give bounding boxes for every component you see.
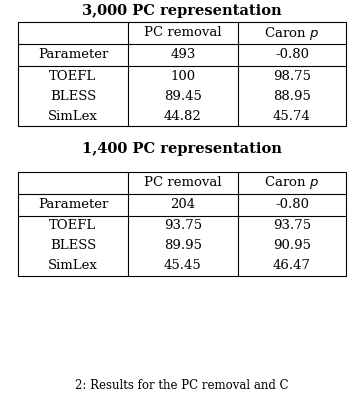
Text: TOEFL: TOEFL [49, 70, 96, 82]
Text: Caron $p$: Caron $p$ [264, 174, 319, 191]
Text: BLESS: BLESS [50, 239, 96, 252]
Text: 2: Results for the PC removal and C: 2: Results for the PC removal and C [75, 379, 289, 392]
Text: 93.75: 93.75 [164, 219, 202, 232]
Text: 89.95: 89.95 [164, 239, 202, 252]
Text: 45.74: 45.74 [273, 110, 311, 122]
Bar [18, 22, 346, 126]
Text: 98.75: 98.75 [273, 70, 311, 82]
Text: BLESS: BLESS [50, 90, 96, 102]
Text: SimLex: SimLex [48, 259, 98, 272]
Text: Parameter: Parameter [38, 48, 108, 62]
Text: 493: 493 [170, 48, 195, 62]
Text: 44.82: 44.82 [164, 110, 202, 122]
Text: 93.75: 93.75 [273, 219, 311, 232]
Text: TOEFL: TOEFL [49, 219, 96, 232]
Text: 1,400 PC representation: 1,400 PC representation [82, 142, 282, 156]
Text: -0.80: -0.80 [275, 48, 309, 62]
Text: Parameter: Parameter [38, 198, 108, 211]
Text: 89.45: 89.45 [164, 90, 202, 102]
Text: 90.95: 90.95 [273, 239, 311, 252]
Text: PC removal: PC removal [144, 26, 222, 40]
Text: Caron $p$: Caron $p$ [264, 24, 319, 42]
Text: PC removal: PC removal [144, 176, 222, 189]
Text: 45.45: 45.45 [164, 259, 202, 272]
Bar [18, 172, 346, 276]
Text: SimLex: SimLex [48, 110, 98, 122]
Text: 204: 204 [170, 198, 195, 211]
Text: -0.80: -0.80 [275, 198, 309, 211]
Text: 46.47: 46.47 [273, 259, 311, 272]
Text: 100: 100 [170, 70, 195, 82]
Text: 3,000 PC representation: 3,000 PC representation [82, 4, 282, 18]
Text: 88.95: 88.95 [273, 90, 311, 102]
